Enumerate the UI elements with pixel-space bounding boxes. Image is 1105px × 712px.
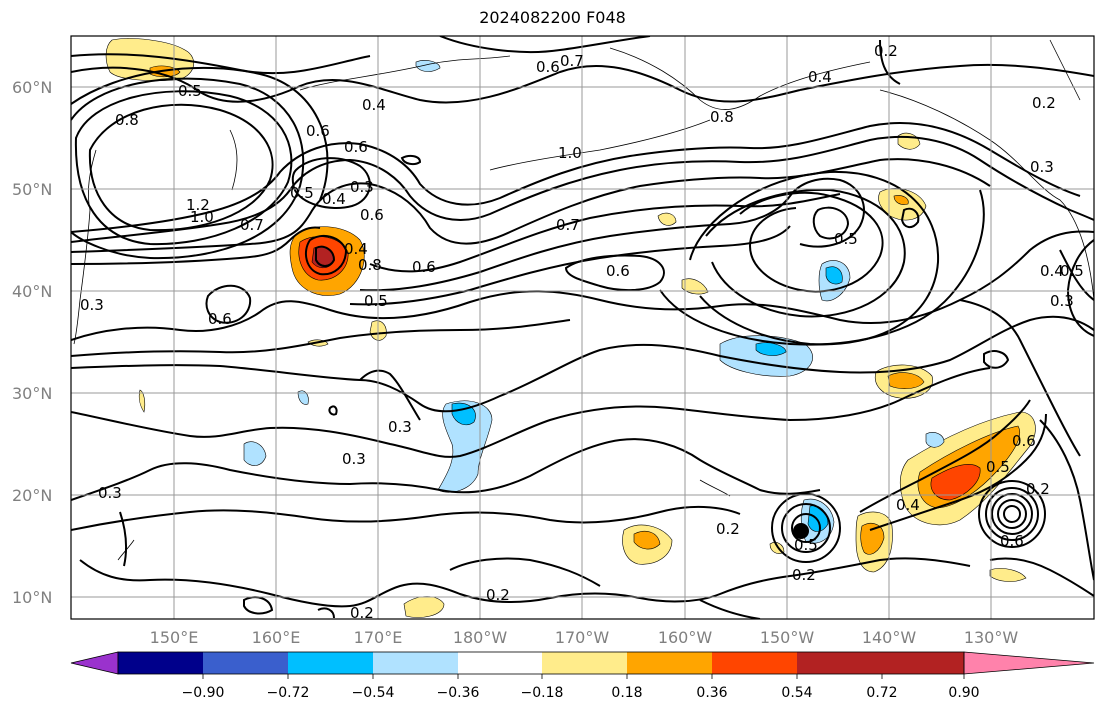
contour-label: 1.0	[558, 144, 582, 162]
contour-label: 0.2	[792, 566, 816, 584]
contour-label: 0.3	[1030, 158, 1054, 176]
contour-label: 1.0	[190, 208, 214, 226]
lon-label: 180°W	[453, 628, 508, 647]
contour-label: 0.2	[1032, 94, 1056, 112]
colorbar-tick-label: 0.72	[866, 685, 897, 701]
colorbar-tick-label: 0.54	[781, 685, 812, 701]
lat-label: 40°N	[12, 282, 52, 301]
colorbar-segment	[797, 652, 882, 674]
contour-label: 0.4	[362, 96, 386, 114]
colorbar-tick-label: −0.90	[182, 685, 225, 701]
colorbar-tick-label: −0.36	[437, 685, 480, 701]
contour-label: 0.2	[350, 604, 374, 622]
contour-label: 0.3	[388, 418, 412, 436]
colorbar-tick-label: 0.36	[696, 685, 727, 701]
contour-label: 0.5	[178, 82, 202, 100]
contour-label: 0.6	[360, 206, 384, 224]
contour-label: 0.6	[1000, 532, 1024, 550]
lon-label: 160°W	[658, 628, 713, 647]
contour-label: 0.2	[1026, 480, 1050, 498]
contour-label: 0.6	[344, 138, 368, 156]
contour-label: 0.3	[350, 178, 374, 196]
contour-label: 0.6	[412, 258, 436, 276]
colorbar-high-arrow	[963, 651, 1095, 675]
colorbar-segment	[373, 652, 458, 674]
lat-label: 30°N	[12, 384, 52, 403]
contour-label: 0.5	[364, 292, 388, 310]
contour-label: 0.2	[486, 586, 510, 604]
lat-label: 50°N	[12, 180, 52, 199]
contour-label: 0.4	[896, 496, 920, 514]
contour-label: 0.3	[80, 296, 104, 314]
contour-label: 0.4	[344, 240, 368, 258]
contour-label: 0.3	[98, 484, 122, 502]
longitude-labels: 150°E 160°E 170°E 180°W 170°W 160°W 150°…	[150, 628, 1019, 647]
contour-label: 0.4	[322, 190, 346, 208]
lon-label: 170°E	[354, 628, 403, 647]
contour-lines	[71, 36, 1094, 619]
colorbar: −0.90 −0.72 −0.54 −0.36 −0.18 0.18 0.36 …	[70, 651, 1095, 701]
contour-label: 0.8	[115, 111, 139, 129]
colorbar-low-arrow	[70, 651, 119, 675]
contour-label: 0.4	[808, 68, 832, 86]
colorbar-tick-label: 0.18	[611, 685, 642, 701]
colorbar-tick-label: −0.18	[521, 685, 564, 701]
lon-label: 150°W	[760, 628, 815, 647]
contour-label: 0.5	[834, 230, 858, 248]
storm-center-marker	[793, 523, 809, 539]
colorbar-segment	[203, 652, 288, 674]
contour-label: 0.2	[716, 520, 740, 538]
latitude-labels: 60°N 50°N 40°N 30°N 20°N 10°N	[12, 78, 52, 607]
contour-label: 0.6	[536, 58, 560, 76]
contour-label: 0.5	[986, 458, 1010, 476]
contour-label: 0.6	[306, 122, 330, 140]
colorbar-segment	[712, 652, 797, 674]
lon-label: 150°E	[150, 628, 199, 647]
grid-lines	[71, 36, 1094, 619]
colorbar-segment	[458, 652, 542, 674]
lon-label: 170°W	[555, 628, 610, 647]
colorbar-segment	[882, 652, 964, 674]
contour-label: 0.5	[794, 536, 818, 554]
contour-label: 1.2	[186, 196, 210, 214]
contour-label: 0.7	[560, 52, 584, 70]
contour-label: 0.3	[342, 450, 366, 468]
contour-label: 0.6	[606, 262, 630, 280]
contour-label: 0.7	[240, 216, 264, 234]
contour-label: 0.3	[1050, 292, 1074, 310]
contour-label: 0.7	[556, 216, 580, 234]
lon-label: 160°E	[252, 628, 301, 647]
lat-label: 10°N	[12, 588, 52, 607]
contour-label: 0.5	[1060, 262, 1084, 280]
contour-label: 0.8	[710, 108, 734, 126]
colorbar-tick-label: −0.72	[267, 685, 310, 701]
lon-label: 130°W	[964, 628, 1019, 647]
contour-label: 0.8	[358, 256, 382, 274]
colorbar-segment	[288, 652, 373, 674]
map-title: 2024082200 F048	[479, 8, 626, 27]
colorbar-segment	[118, 652, 203, 674]
lat-label: 60°N	[12, 78, 52, 97]
contour-label: 0.4	[1040, 262, 1064, 280]
lon-label: 140°W	[862, 628, 917, 647]
colorbar-segment	[542, 652, 627, 674]
colorbar-tick-label: −0.54	[352, 685, 395, 701]
lat-label: 20°N	[12, 486, 52, 505]
contour-label: 0.6	[208, 310, 232, 328]
contour-label: 0.6	[1012, 432, 1036, 450]
contour-label: 0.5	[290, 184, 314, 202]
map-frame	[70, 35, 1095, 620]
contour-label: 0.2	[874, 42, 898, 60]
contour-labels: 0.5 0.4 0.8 0.6 0.7 0.6 0.4 0.2 0.2 0.3 …	[80, 42, 1084, 622]
colorbar-segment	[627, 652, 712, 674]
colorbar-tick-label: 0.90	[948, 685, 979, 701]
